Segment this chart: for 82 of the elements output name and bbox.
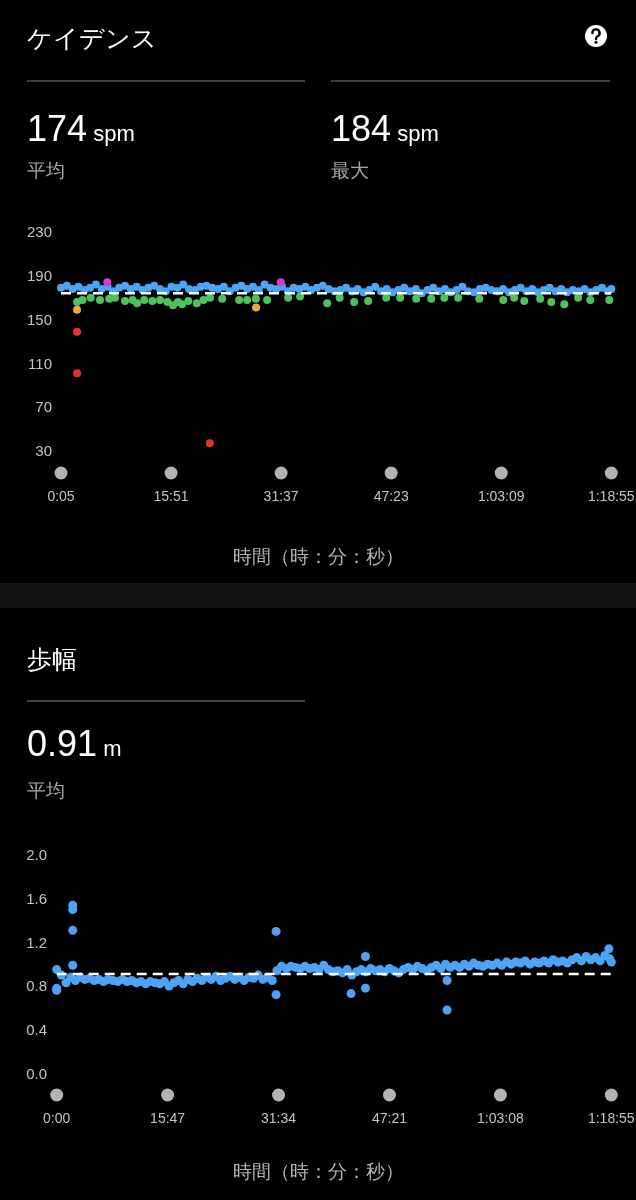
point: [382, 293, 391, 302]
x-axis-title: 時間（時：分：秒）: [232, 546, 404, 567]
point: [499, 295, 508, 304]
point: [350, 298, 359, 307]
point: [536, 294, 545, 303]
point: [284, 293, 293, 302]
point: [412, 294, 421, 303]
point: [335, 293, 344, 302]
x-tick-label: 31:37: [263, 488, 299, 504]
point: [205, 439, 214, 448]
point: [103, 278, 112, 287]
chart-title: ケイデンス: [27, 24, 157, 52]
point: [78, 295, 87, 304]
text: 最大: [331, 160, 369, 181]
x-tick-label: 31:34: [261, 1110, 297, 1126]
point: [560, 300, 569, 309]
x-tick-label: 1:18:55: [587, 488, 635, 504]
point: [73, 369, 82, 378]
point: [163, 298, 172, 307]
point: [323, 299, 332, 308]
y-tick-label: 0.4: [26, 1020, 47, 1038]
text: 184 spm: [331, 108, 439, 149]
x-tick-label: 47:21: [371, 1110, 408, 1126]
point: [120, 296, 129, 305]
point: [86, 293, 95, 302]
chart-title: 歩幅: [27, 645, 77, 673]
point: [184, 296, 193, 305]
point: [520, 296, 529, 305]
y-tick-label: 190: [26, 267, 52, 285]
point: [110, 293, 119, 302]
point: [440, 293, 449, 302]
text: 平均: [27, 780, 65, 801]
point: [178, 300, 187, 309]
y-tick-label: 110: [28, 354, 52, 372]
x-tick-label: 15:51: [153, 488, 189, 504]
point: [140, 295, 149, 304]
text: 平均: [27, 160, 65, 181]
y-tick-label: 230: [26, 223, 52, 241]
point: [148, 296, 157, 305]
y-tick-label: 70: [35, 398, 52, 416]
y-tick-label: 1.6: [26, 889, 47, 907]
point: [251, 294, 260, 303]
point: [605, 295, 614, 304]
text: 0.91 m: [27, 723, 122, 764]
y-tick-label: 150: [26, 310, 52, 328]
point: [73, 305, 82, 314]
point: [296, 292, 305, 301]
point: [218, 294, 227, 303]
point: [475, 294, 484, 303]
point: [364, 296, 373, 305]
point: [192, 299, 201, 308]
point: [243, 295, 252, 304]
point: [276, 278, 285, 287]
point: [396, 293, 405, 302]
point: [510, 293, 519, 302]
point: [235, 295, 244, 304]
x-tick-label: 47:23: [373, 488, 409, 504]
x-axis-title: 時間（時：分：秒）: [232, 1161, 404, 1182]
point: [252, 303, 261, 312]
y-tick-label: 30: [35, 442, 52, 460]
x-tick-label: 0:05: [47, 488, 75, 504]
point: [586, 295, 595, 304]
point: [206, 293, 215, 302]
text: 174 spm: [27, 108, 135, 149]
y-tick-label: 0.8: [26, 977, 47, 995]
x-tick-label: 1:03:08: [477, 1110, 524, 1126]
x-tick-label: 1:03:09: [477, 488, 525, 504]
point: [156, 295, 165, 304]
point: [133, 299, 142, 308]
point: [263, 295, 272, 304]
y-tick-label: 1.2: [26, 933, 47, 951]
point: [427, 294, 436, 303]
point: [547, 298, 556, 307]
point: [95, 295, 104, 304]
x-tick-label: 1:18:55: [587, 1110, 635, 1126]
y-tick-label: 0.0: [26, 1064, 47, 1082]
point: [574, 293, 583, 302]
x-tick-label: 15:47: [150, 1110, 186, 1126]
y-tick-label: 2.0: [26, 846, 47, 864]
point: [454, 293, 463, 302]
point: [73, 327, 82, 336]
x-tick-label: 0:00: [43, 1110, 71, 1126]
